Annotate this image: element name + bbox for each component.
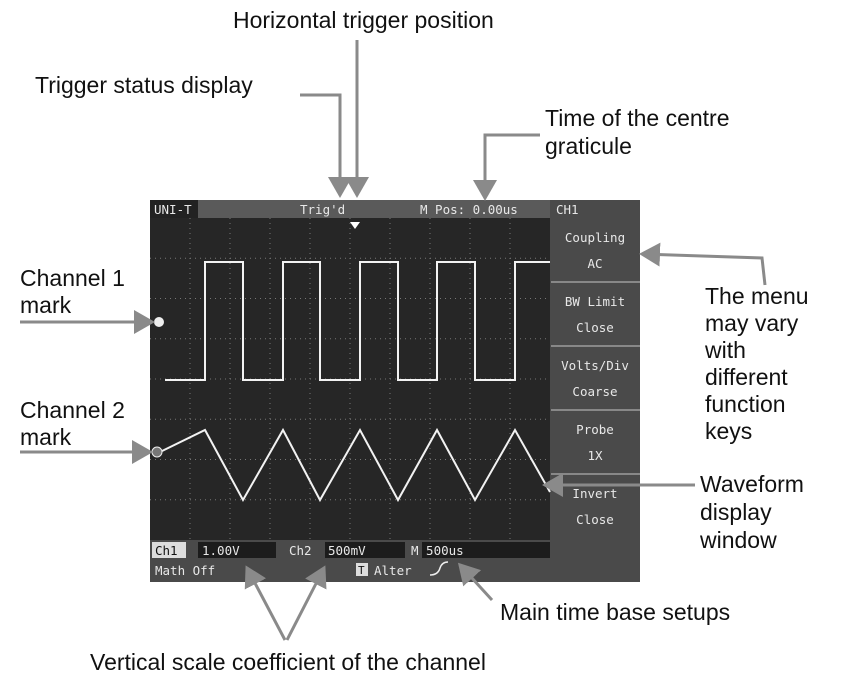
arrow-time-base	[457, 562, 494, 602]
annotation: mark	[20, 424, 72, 450]
timebase: M 500us	[411, 543, 464, 558]
brand: UNI-T	[154, 202, 192, 217]
trigger-status: Trig'd	[300, 202, 345, 217]
menu: Coupling AC BW Limit Close Volts/Div Coarse Pr…	[551, 230, 640, 527]
slope-symbol	[429, 561, 449, 576]
annotation: graticule	[545, 133, 632, 159]
annotation: Channel 1	[20, 265, 125, 291]
ch1-scale: 1.00V	[202, 543, 240, 558]
menu-value: Close	[576, 320, 614, 335]
menu-panel	[550, 200, 640, 582]
annotation: with	[704, 337, 746, 363]
arrow-vertical-scale-1	[244, 565, 287, 641]
annotation: Main time base setups	[500, 599, 730, 625]
arrow-centre-time	[473, 133, 540, 201]
position: M Pos: 0.00us	[420, 202, 518, 217]
annotation: may vary	[705, 310, 799, 336]
menu-value: Coarse	[572, 384, 617, 399]
annotation: Horizontal trigger position	[233, 7, 494, 33]
annotation: mark	[20, 292, 72, 318]
channel2-marker	[151, 446, 163, 458]
trigger-icon: T	[358, 564, 365, 577]
top-bar	[150, 200, 550, 218]
screen: UNI-T Trig'd M Pos: 0.00us CH1 Coupling A…	[150, 200, 640, 582]
annotation: Channel 2	[20, 397, 125, 423]
ch1-badge	[152, 542, 186, 558]
annotation: Vertical scale coefficient of the channe…	[90, 649, 486, 675]
ch2-scale-box	[325, 542, 405, 558]
menu-label: Volts/Div	[561, 358, 629, 373]
annotation: The menu	[705, 283, 809, 309]
math: Math Off	[155, 563, 215, 578]
menu-label: BW Limit	[565, 294, 625, 309]
annotation: different	[705, 364, 788, 390]
arrow-trigger-status	[300, 93, 352, 198]
menu-value: Close	[576, 512, 614, 527]
annotations: Horizontal trigger position Trigger statu…	[20, 7, 809, 675]
menu-value: AC	[587, 256, 602, 271]
timebase-box	[422, 542, 550, 558]
ch1-scale-box	[198, 542, 276, 558]
trigger-position-marker	[350, 222, 360, 229]
channel1-marker	[154, 317, 164, 327]
channel2-waveform	[159, 427, 551, 503]
arrow-vertical-scale-2	[285, 565, 327, 641]
annotation: Time of the centre	[545, 105, 730, 131]
annotation: Waveform	[700, 471, 804, 497]
menu-label: Invert	[572, 486, 617, 501]
menu-value: 1X	[587, 448, 603, 463]
ch2-label: Ch2	[289, 543, 312, 558]
arrow-menu	[639, 242, 767, 286]
trigger-icon-box	[356, 563, 368, 576]
menu-label: Probe	[576, 422, 614, 437]
annotation: display	[700, 499, 772, 525]
annotation: keys	[705, 418, 752, 444]
ch1-label: Ch1	[155, 543, 178, 558]
annotation: window	[699, 527, 777, 553]
brand-box	[150, 200, 198, 218]
annotation: Trigger status display	[35, 72, 253, 98]
ch2-scale: 500mV	[328, 543, 366, 558]
channel1-waveform	[165, 261, 550, 381]
menu-label: Coupling	[565, 230, 625, 245]
annotation: function	[705, 391, 786, 417]
channel: CH1	[556, 202, 579, 217]
trigger-mode: Alter	[374, 563, 412, 578]
